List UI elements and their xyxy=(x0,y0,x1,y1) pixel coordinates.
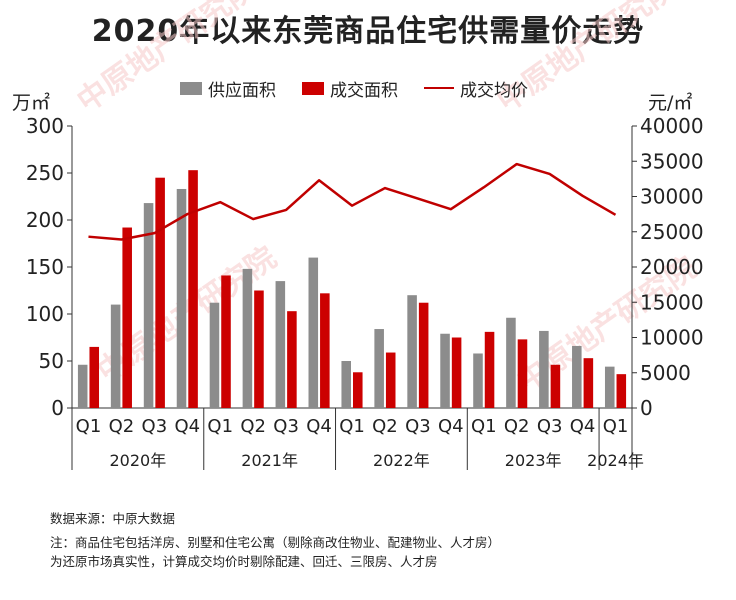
category-label: Q4 xyxy=(438,416,464,437)
deal-bar xyxy=(353,372,363,408)
deal-bar xyxy=(188,170,198,408)
legend-item-price: 成交均价 xyxy=(424,76,528,101)
category-label: Q1 xyxy=(471,416,497,437)
left-axis-unit: 万㎡ xyxy=(12,92,51,114)
supply-bar xyxy=(572,345,582,408)
deal-bar xyxy=(517,339,528,408)
supply-bar xyxy=(604,366,615,408)
supply-bar xyxy=(341,361,351,408)
left-tick-label: 150 xyxy=(26,255,64,279)
year-label: 2020年 xyxy=(110,451,167,470)
legend-item-supply: 供应面积 xyxy=(180,76,276,101)
right-tick-label: 35000 xyxy=(640,149,704,173)
right-tick-label: 15000 xyxy=(640,290,704,314)
left-tick-label: 0 xyxy=(51,396,64,420)
legend-label-price: 成交均价 xyxy=(460,80,528,101)
deal-bar xyxy=(385,352,396,408)
year-label: 2023年 xyxy=(505,451,562,470)
deal-bar xyxy=(287,311,297,408)
category-label: Q1 xyxy=(339,416,365,437)
left-tick-label: 200 xyxy=(26,208,64,232)
supply-bar xyxy=(209,302,220,408)
deal-bar xyxy=(155,177,165,408)
category-label: Q2 xyxy=(504,416,530,437)
deal-bar xyxy=(221,275,231,408)
deal-bar xyxy=(254,290,264,408)
right-tick-label: 40000 xyxy=(640,114,704,138)
deal-bar xyxy=(550,364,561,408)
year-label: 2024年 xyxy=(587,451,644,470)
deal-bar xyxy=(616,374,627,408)
right-tick-label: 5000 xyxy=(640,361,691,385)
supply-bar xyxy=(506,317,516,408)
supply-bar xyxy=(176,188,187,408)
supply-bar xyxy=(539,330,549,408)
category-label: Q2 xyxy=(372,416,398,437)
deal-bar xyxy=(122,227,132,408)
deal-bar xyxy=(418,302,429,408)
supply-bar xyxy=(110,304,121,408)
right-tick-label: 0 xyxy=(640,396,653,420)
category-label: Q1 xyxy=(603,416,629,437)
supply-bar xyxy=(77,364,88,408)
category-label: Q4 xyxy=(174,416,200,437)
deal-bar xyxy=(583,358,594,408)
year-label: 2022年 xyxy=(373,451,430,470)
category-label: Q2 xyxy=(240,416,266,437)
category-label: Q3 xyxy=(273,416,299,437)
supply-bar xyxy=(407,295,417,408)
category-label: Q1 xyxy=(207,416,233,437)
left-tick-label: 100 xyxy=(26,302,64,326)
category-label: Q4 xyxy=(306,416,332,437)
legend-label-deal: 成交面积 xyxy=(330,80,398,101)
deal-bar xyxy=(451,337,462,408)
deal-bar xyxy=(484,331,495,408)
chart-title: 2020年以来东莞商品住宅供需量价走势 xyxy=(91,14,645,49)
chart-legend: 供应面积 成交面积 成交均价 xyxy=(180,76,554,101)
supply-bar xyxy=(242,268,253,408)
left-tick-label: 300 xyxy=(26,114,64,138)
left-tick-label: 50 xyxy=(39,349,64,373)
legend-swatch-supply xyxy=(180,81,202,95)
right-tick-label: 25000 xyxy=(640,220,704,244)
right-tick-label: 30000 xyxy=(640,185,704,209)
notes-line-2: 为还原市场真实性，计算成交均价时剔除配建、回迁、三限房、人才房 xyxy=(50,554,438,569)
category-label: Q3 xyxy=(142,416,168,437)
category-label: Q3 xyxy=(537,416,563,437)
legend-item-deal: 成交面积 xyxy=(302,76,398,101)
deal-bar xyxy=(320,293,330,408)
legend-label-supply: 供应面积 xyxy=(208,80,276,101)
supply-bar xyxy=(374,329,384,408)
right-axis-unit: 元/㎡ xyxy=(648,92,693,114)
legend-swatch-deal xyxy=(302,81,324,95)
notes-source: 数据来源：中原大数据 xyxy=(50,511,176,526)
year-label: 2021年 xyxy=(241,451,298,470)
notes-line-1: 注：商品住宅包括洋房、别墅和住宅公寓（剔除商改住物业、配建物业、人才房） xyxy=(50,535,501,550)
supply-bar xyxy=(473,353,483,408)
supply-bar xyxy=(308,257,319,408)
right-tick-label: 20000 xyxy=(640,255,704,279)
category-label: Q2 xyxy=(109,416,135,437)
supply-bar xyxy=(143,203,154,408)
supply-bar xyxy=(275,281,286,408)
category-label: Q3 xyxy=(405,416,431,437)
left-tick-label: 250 xyxy=(26,161,64,185)
deal-bar xyxy=(89,346,100,408)
category-label: Q1 xyxy=(76,416,102,437)
supply-bar xyxy=(440,333,450,408)
price-line xyxy=(88,162,617,241)
category-label: Q4 xyxy=(570,416,596,437)
right-tick-label: 10000 xyxy=(640,326,704,350)
legend-swatch-price xyxy=(424,87,454,89)
